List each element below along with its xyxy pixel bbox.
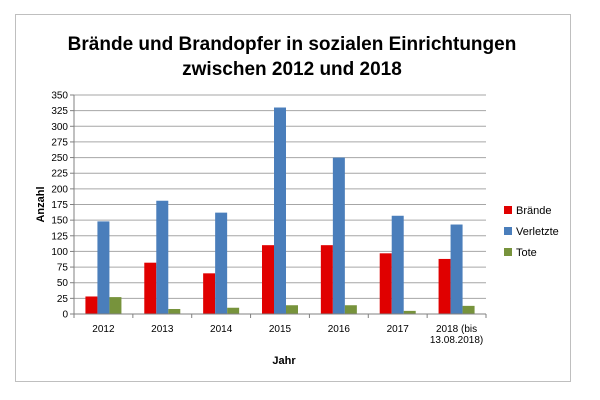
bar-brände-6 xyxy=(438,258,451,314)
y-tick-label: 100 xyxy=(51,247,68,258)
bar-tote-5 xyxy=(403,310,416,314)
bar-verletzte-6 xyxy=(450,224,463,314)
x-tick-label: 2017 xyxy=(387,324,410,335)
bar-brände-1 xyxy=(144,262,157,314)
y-tick-label: 300 xyxy=(51,122,68,133)
y-tick-label: 75 xyxy=(57,263,69,274)
axes xyxy=(73,95,486,315)
x-axis-title: Jahr xyxy=(272,355,296,367)
chart-title-line: Brände und Brandopfer in sozialen Einric… xyxy=(68,34,517,55)
y-tick-label: 200 xyxy=(51,184,68,195)
bar-tote-6 xyxy=(462,305,475,314)
bar-verletzte-1 xyxy=(156,200,169,314)
y-tick-label: 175 xyxy=(51,200,68,211)
bars xyxy=(85,107,475,314)
x-tick-label: 2013 xyxy=(151,324,174,335)
x-tick-label: 2012 xyxy=(92,324,115,335)
y-axis-ticks: 0 25 50 75 100 125 150 175 200 225 250 275 300 325 350 xyxy=(51,91,74,321)
y-tick-label: 250 xyxy=(51,153,68,164)
y-tick-label: 50 xyxy=(57,278,69,289)
bar-tote-0 xyxy=(109,297,122,314)
legend-swatch-brände xyxy=(504,206,512,214)
y-tick-label: 275 xyxy=(51,137,68,148)
bar-verletzte-5 xyxy=(391,215,404,314)
bar-tote-3 xyxy=(286,305,298,314)
bar-brände-0 xyxy=(85,296,98,314)
bar-verletzte-4 xyxy=(332,157,345,314)
legend-swatch-verletzte xyxy=(504,227,512,235)
y-tick-label: 25 xyxy=(57,294,69,305)
bar-brände-4 xyxy=(320,245,333,314)
chart-title: Brände und Brandopfer in sozialen Einric… xyxy=(68,34,517,80)
bar-verletzte-0 xyxy=(97,221,110,314)
y-tick-label: 350 xyxy=(51,91,68,102)
y-tick-label: 325 xyxy=(51,106,68,117)
x-tick-label: 2018 (bis xyxy=(436,324,477,335)
y-tick-label: 0 xyxy=(62,310,68,321)
x-axis-ticks: 2012 2013 2014 2015 2016 2017 2018 (bis13.08.2… xyxy=(73,314,487,346)
legend-label-tote: Tote xyxy=(516,247,537,259)
y-tick-label: 125 xyxy=(51,231,68,242)
y-tick-label: 225 xyxy=(51,169,68,180)
bar-brände-2 xyxy=(203,273,216,314)
legend-label-verletzte: Verletzte xyxy=(516,226,559,238)
chart-title-line: zwischen 2012 und 2018 xyxy=(182,59,402,80)
y-axis-title: Anzahl xyxy=(35,186,47,222)
x-tick-label: 13.08.2018) xyxy=(430,335,483,346)
x-tick-label: 2016 xyxy=(328,324,351,335)
bar-tote-2 xyxy=(227,307,240,314)
x-tick-label: 2014 xyxy=(210,324,233,335)
legend-label-brände: Brände xyxy=(516,205,551,217)
legend-swatch-tote xyxy=(504,248,512,256)
bar-verletzte-2 xyxy=(215,212,228,314)
bar-brände-3 xyxy=(262,245,274,314)
bar-brände-5 xyxy=(379,253,392,314)
y-tick-label: 150 xyxy=(51,216,68,227)
bar-tote-4 xyxy=(344,305,357,314)
chart-frame xyxy=(15,14,571,382)
bar-verletzte-3 xyxy=(274,107,286,314)
x-tick-label: 2015 xyxy=(269,324,292,335)
bar-tote-1 xyxy=(168,308,181,314)
legend: Brände Verletzte Tote xyxy=(504,205,559,259)
